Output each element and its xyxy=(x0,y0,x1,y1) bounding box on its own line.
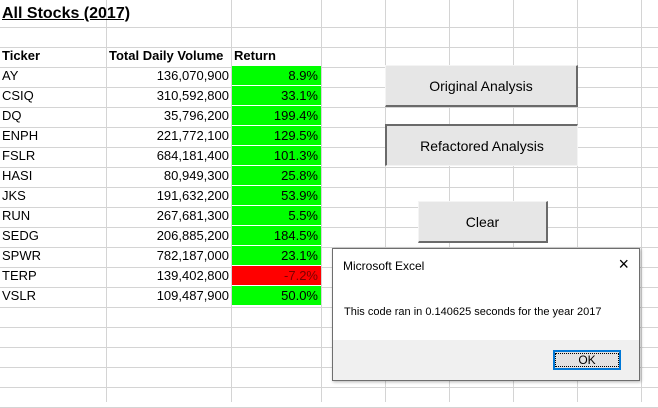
row-divider xyxy=(0,107,658,108)
return-cell: 129.5% xyxy=(232,126,321,145)
dialog-message: This code ran in 0.140625 seconds for th… xyxy=(344,306,602,318)
volume-cell: 782,187,000 xyxy=(156,248,229,263)
ticker-cell: ENPH xyxy=(2,128,39,143)
return-cell: 50.0% xyxy=(232,286,321,305)
return-cell: 199.4% xyxy=(232,106,321,125)
header-ticker: Ticker xyxy=(2,48,41,63)
close-icon[interactable]: × xyxy=(618,254,629,274)
volume-cell: 139,402,800 xyxy=(156,268,229,283)
column-divider xyxy=(577,0,578,402)
return-cell: -7.2% xyxy=(232,266,321,285)
row-divider xyxy=(0,127,658,128)
ticker-cell: AY xyxy=(2,68,19,83)
ticker-cell: RUN xyxy=(2,208,31,223)
volume-cell: 267,681,300 xyxy=(156,208,229,223)
return-cell: 33.1% xyxy=(232,86,321,105)
volume-cell: 684,181,400 xyxy=(156,148,229,163)
row-divider xyxy=(0,227,658,228)
column-divider xyxy=(231,0,232,402)
row-divider xyxy=(0,327,658,328)
return-cell: 53.9% xyxy=(232,186,321,205)
dialog-footer: OK xyxy=(333,340,639,380)
return-cell: 101.3% xyxy=(232,146,321,165)
ticker-cell: TERP xyxy=(2,268,37,283)
row-divider xyxy=(0,367,658,368)
volume-cell: 109,487,900 xyxy=(156,288,229,303)
row-divider xyxy=(0,167,658,168)
column-divider xyxy=(106,0,107,402)
row-divider xyxy=(0,147,658,148)
return-cell: 23.1% xyxy=(232,246,321,265)
ticker-cell: VSLR xyxy=(2,288,36,303)
header-return: Return xyxy=(234,48,276,63)
column-divider xyxy=(385,0,386,402)
row-divider xyxy=(0,287,658,288)
row-divider xyxy=(0,67,658,68)
row-divider xyxy=(0,307,658,308)
ok-button-label: OK xyxy=(555,353,619,367)
ticker-cell: FSLR xyxy=(2,148,36,163)
row-divider xyxy=(0,387,658,388)
column-divider xyxy=(641,0,642,402)
message-dialog: Microsoft Excel × This code ran in 0.140… xyxy=(332,248,640,381)
sheet-title: All Stocks (2017) xyxy=(2,5,131,22)
return-cell: 184.5% xyxy=(232,226,321,245)
original-analysis-button[interactable]: Original Analysis xyxy=(385,65,578,107)
volume-cell: 191,632,200 xyxy=(156,188,229,203)
ticker-cell: DQ xyxy=(2,108,22,123)
row-divider xyxy=(0,87,658,88)
clear-button[interactable]: Clear xyxy=(418,201,548,243)
ticker-cell: SEDG xyxy=(2,228,39,243)
return-cell: 5.5% xyxy=(232,206,321,225)
return-cell: 25.8% xyxy=(232,166,321,185)
row-divider xyxy=(0,187,658,188)
ok-button[interactable]: OK xyxy=(553,350,621,370)
return-cell: 8.9% xyxy=(232,66,321,85)
ticker-cell: JKS xyxy=(2,188,26,203)
column-divider xyxy=(321,0,322,402)
row-divider xyxy=(0,27,658,28)
ticker-cell: SPWR xyxy=(2,248,41,263)
volume-cell: 206,885,200 xyxy=(156,228,229,243)
dialog-title: Microsoft Excel xyxy=(343,259,425,273)
header-volume: Total Daily Volume xyxy=(109,48,224,63)
row-divider xyxy=(0,47,658,48)
ticker-cell: CSIQ xyxy=(2,88,34,103)
row-divider xyxy=(0,347,658,348)
ticker-cell: HASI xyxy=(2,168,33,183)
refactored-analysis-button[interactable]: Refactored Analysis xyxy=(385,124,578,166)
row-divider xyxy=(0,207,658,208)
volume-cell: 35,796,200 xyxy=(163,108,229,123)
volume-cell: 310,592,800 xyxy=(156,88,229,103)
volume-cell: 136,070,900 xyxy=(156,68,229,83)
volume-cell: 221,772,100 xyxy=(156,128,229,143)
row-divider xyxy=(0,247,658,248)
volume-cell: 80,949,300 xyxy=(163,168,229,183)
row-divider xyxy=(0,267,658,268)
